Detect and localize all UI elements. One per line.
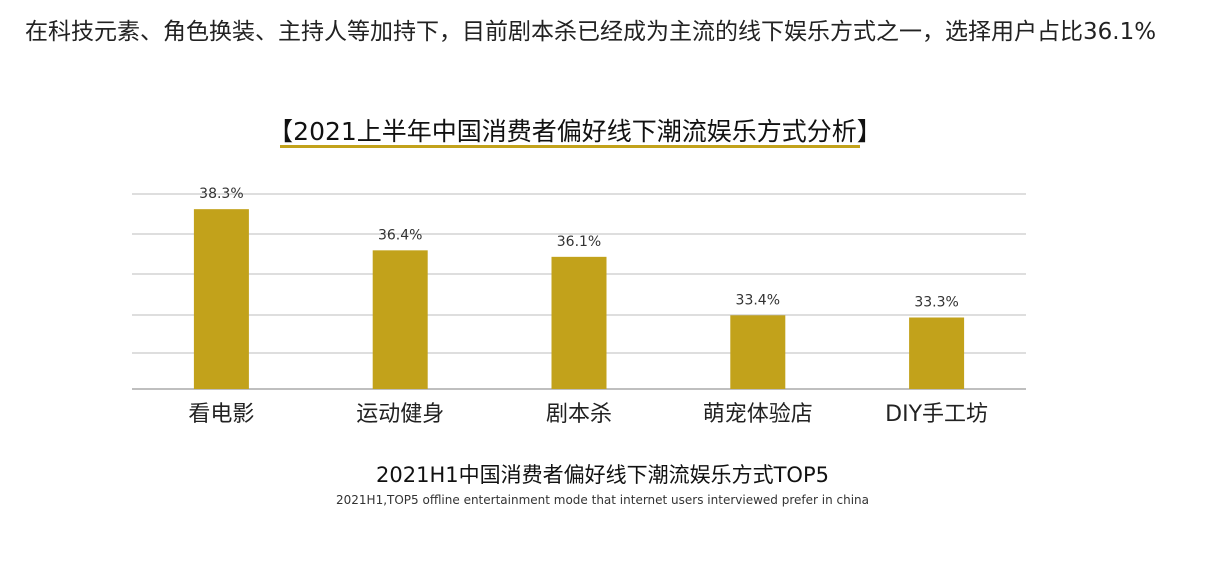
bar [551,256,607,389]
bar [909,317,965,389]
chart-title-underline [280,145,860,148]
x-tick-label: DIY手工坊 [885,402,988,427]
data-label: 36.1% [557,234,601,250]
intro-text: 在科技元素、角色换装、主持人等加持下，目前剧本杀已经成为主流的线下娱乐方式之一，… [25,19,1157,45]
chart-title-text: 【2021上半年中国消费者偏好线下潮流娱乐方式分析】 [268,117,882,146]
data-label: 33.4% [736,292,780,308]
data-label: 33.3% [914,295,958,311]
data-label: 38.3% [199,186,243,202]
chart-caption-english: 2021H1,TOP5 offline entertainment mode t… [336,493,869,507]
chart-title-wrap: 【2021上半年中国消费者偏好线下潮流娱乐方式分析】 [0,114,1150,150]
chart-caption: 2021H1中国消费者偏好线下潮流娱乐方式TOP5 [376,463,829,487]
chart-title: 【2021上半年中国消费者偏好线下潮流娱乐方式分析】 [268,114,882,150]
data-label: 36.4% [378,227,422,243]
x-tick-label: 萌宠体验店 [703,402,813,427]
bar [193,209,249,389]
bar [730,315,786,389]
bar-chart: 38.3% 看电影 36.4% 运动健身 36.1% 剧本杀 33.4% 萌宠体验店 33.3%… [132,186,1026,427]
x-tick-label: 看电影 [188,402,254,427]
x-tick-label: 运动健身 [356,402,444,427]
bar [372,250,428,389]
x-tick-label: 剧本杀 [546,402,612,427]
